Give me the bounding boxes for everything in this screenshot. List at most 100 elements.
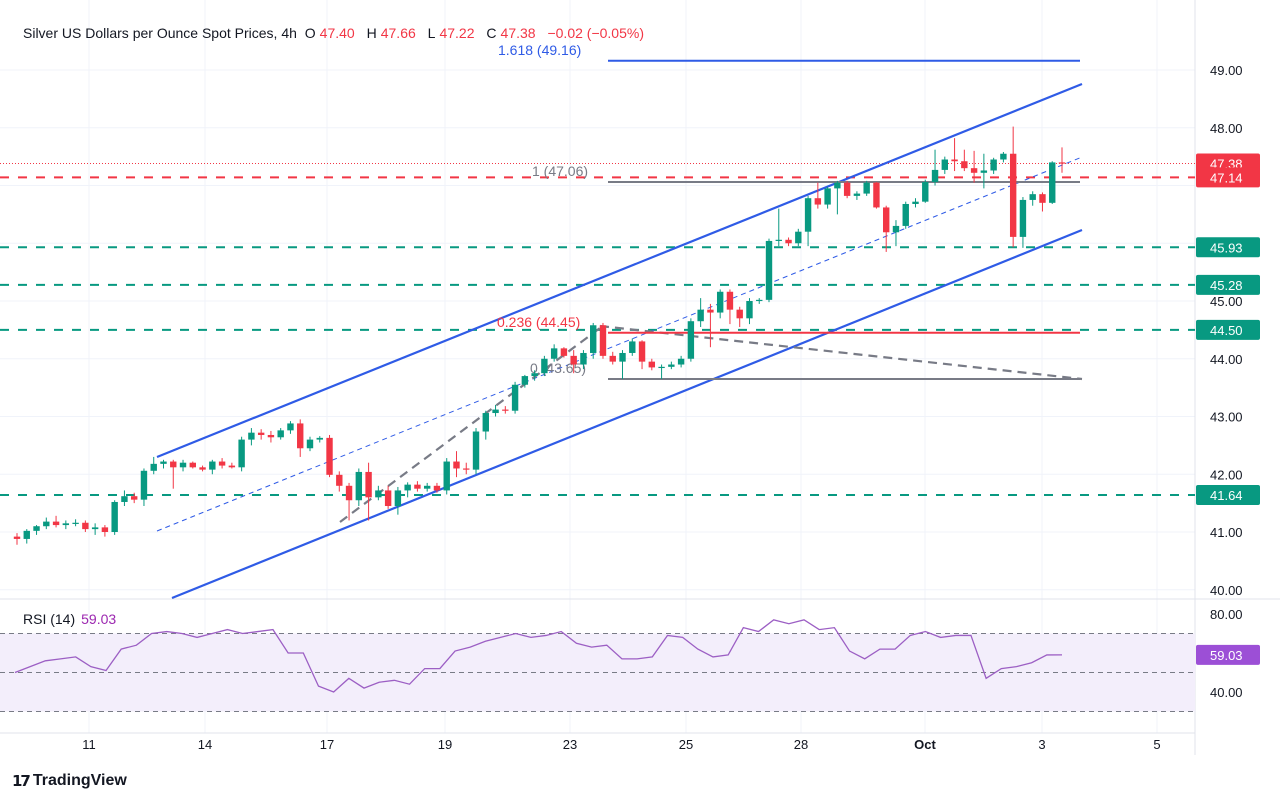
candle-body bbox=[189, 462, 196, 468]
candle-body bbox=[668, 364, 675, 367]
candle-body bbox=[941, 159, 949, 170]
candle-body bbox=[306, 439, 314, 449]
candle-body bbox=[961, 161, 968, 169]
candle-body bbox=[336, 474, 343, 486]
price-tick-label: 42.00 bbox=[1210, 467, 1243, 482]
candle-body bbox=[1058, 162, 1066, 164]
rsi-pane bbox=[0, 619, 1195, 712]
level-price-label: 45.28 bbox=[1210, 278, 1243, 293]
candle-body bbox=[111, 501, 118, 532]
candle-body bbox=[326, 437, 333, 475]
price-tick-label: 48.00 bbox=[1210, 121, 1243, 136]
channel-mid-line[interactable] bbox=[156, 156, 1083, 532]
rsi-title: RSI (14) bbox=[23, 611, 76, 627]
candle-body bbox=[746, 301, 753, 319]
trend-dashed-down[interactable] bbox=[599, 324, 1083, 381]
candle-body bbox=[1029, 194, 1036, 200]
candle-body bbox=[716, 291, 724, 313]
candle-body bbox=[355, 471, 363, 501]
candle-body bbox=[502, 409, 509, 411]
time-tick-label: 23 bbox=[563, 737, 577, 752]
candle-body bbox=[121, 496, 128, 502]
channel-lower-line[interactable] bbox=[171, 228, 1083, 600]
time-axis[interactable]: 11 14 17 19 23 25 28 Oct 3 5 bbox=[82, 737, 1160, 752]
candle-body bbox=[101, 527, 109, 532]
level-price-tag bbox=[1196, 319, 1260, 340]
candle-body bbox=[179, 462, 187, 468]
candle-body bbox=[248, 432, 255, 440]
candle-body bbox=[472, 431, 480, 470]
candle-body bbox=[609, 355, 616, 362]
candle-body bbox=[756, 299, 763, 302]
candle-body bbox=[619, 352, 626, 362]
candle-body bbox=[902, 203, 909, 226]
candle-body bbox=[658, 366, 665, 369]
high-value: 47.66 bbox=[380, 25, 416, 41]
time-tick-label: 25 bbox=[679, 737, 693, 752]
candle-body bbox=[951, 159, 958, 162]
price-axis[interactable]: 49.00 48.00 45.00 44.00 43.00 42.00 41.00 40.00… bbox=[1196, 63, 1260, 700]
candle-body bbox=[824, 188, 831, 205]
high-label: H bbox=[366, 25, 377, 41]
fibonacci-levels[interactable]: 1.618 (49.16) 1 (47.06) 0.236 (44.45) 0 (43… bbox=[497, 42, 1080, 380]
rsi-value-tag bbox=[1196, 644, 1260, 665]
rsi-tick-label: 80.00 bbox=[1210, 607, 1243, 622]
low-label: L bbox=[427, 25, 436, 41]
price-tick-label: 43.00 bbox=[1210, 410, 1243, 425]
candle-body bbox=[980, 170, 988, 173]
candle-body bbox=[511, 384, 519, 411]
level-price-label: 47.14 bbox=[1210, 170, 1243, 185]
candle-body bbox=[990, 159, 997, 171]
candle-body bbox=[287, 423, 294, 431]
candle-body bbox=[1049, 162, 1056, 203]
candle-body bbox=[257, 432, 265, 435]
candle-body bbox=[209, 461, 216, 470]
fib-level-label: 0.236 (44.45) bbox=[497, 314, 580, 330]
candle-body bbox=[804, 198, 812, 232]
candle-body bbox=[775, 239, 782, 241]
candle-body bbox=[853, 193, 861, 196]
candle-body bbox=[218, 461, 226, 466]
candle-body bbox=[238, 439, 245, 468]
time-tick-label: 5 bbox=[1153, 737, 1160, 752]
candle-body bbox=[531, 373, 538, 377]
candle-body bbox=[267, 434, 275, 438]
channel-upper-line[interactable] bbox=[156, 82, 1083, 459]
candle-body bbox=[834, 182, 841, 189]
candle-body bbox=[580, 352, 587, 365]
logo-text: TradingView bbox=[32, 772, 127, 789]
low-value: 47.22 bbox=[439, 25, 475, 41]
close-value: 47.38 bbox=[500, 25, 536, 41]
candle-body bbox=[375, 490, 382, 498]
candle-body bbox=[765, 240, 773, 300]
candle-body bbox=[170, 461, 177, 468]
candle-body bbox=[463, 468, 470, 470]
price-tick-label: 44.00 bbox=[1210, 352, 1243, 367]
open-label: O bbox=[304, 25, 316, 41]
candle-body bbox=[629, 341, 636, 353]
candle-body bbox=[560, 348, 568, 356]
candle-body bbox=[931, 169, 939, 183]
candle-body bbox=[150, 463, 157, 471]
candle-body bbox=[697, 309, 704, 322]
candle-body bbox=[365, 471, 372, 498]
candle-body bbox=[316, 437, 323, 440]
level-price-tag bbox=[1196, 237, 1260, 258]
candles bbox=[13, 126, 1066, 545]
time-tick-label: 19 bbox=[438, 737, 452, 752]
open-value: 47.40 bbox=[319, 25, 355, 41]
fib-level-label: 1.618 (49.16) bbox=[498, 42, 581, 58]
candle-body bbox=[82, 522, 89, 530]
candle-body bbox=[1000, 153, 1007, 160]
candle-body bbox=[433, 485, 441, 491]
time-tick-label: 11 bbox=[82, 737, 96, 752]
time-tick-label: 28 bbox=[794, 737, 808, 752]
trend-dashed-up[interactable] bbox=[339, 327, 601, 523]
time-tick-label: Oct bbox=[914, 737, 936, 752]
candle-body bbox=[687, 321, 695, 359]
candle-body bbox=[922, 182, 929, 202]
candle-body bbox=[423, 485, 431, 489]
candle-body bbox=[1039, 194, 1046, 203]
tradingview-logo[interactable]: 𝟭𝟳 TradingView bbox=[12, 772, 127, 790]
